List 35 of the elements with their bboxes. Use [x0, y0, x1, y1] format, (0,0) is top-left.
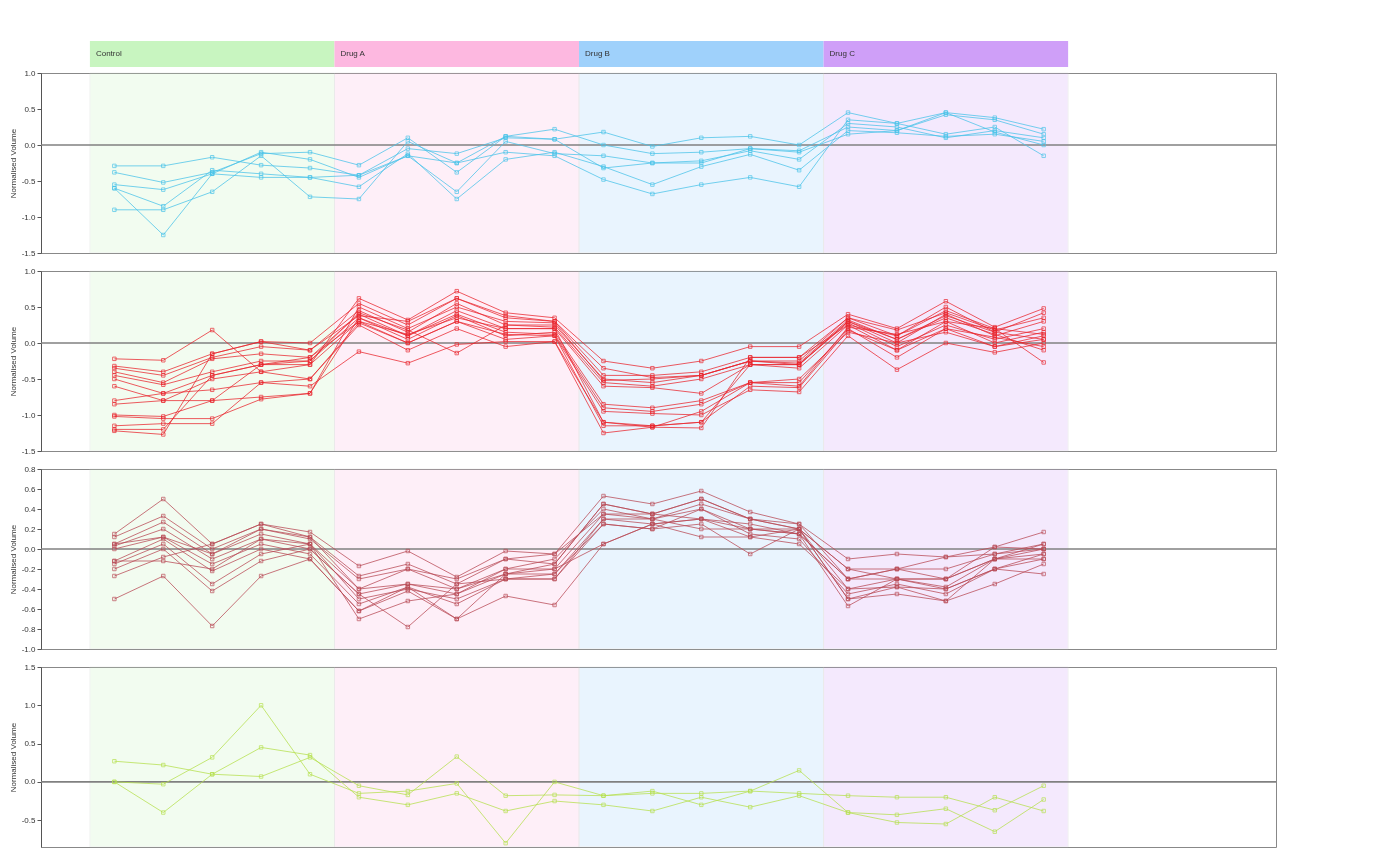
y-tick-label: 1.0 — [24, 68, 37, 78]
text: Control — [95, 49, 122, 58]
y-tick-label: 0.5 — [24, 104, 37, 114]
y-tick-label: 0.8 — [24, 464, 37, 474]
y-tick-label: -0.6 — [21, 604, 37, 614]
y-tick-label: 0.2 — [24, 524, 37, 534]
text: Drug C — [829, 49, 856, 58]
y-tick-label: 0.4 — [24, 504, 37, 514]
text: Drug A — [340, 49, 366, 58]
y-tick-label: 0.5 — [24, 302, 37, 312]
y-tick-label: -0.5 — [21, 374, 37, 384]
y-tick-label: -1.0 — [21, 410, 37, 420]
y-tick-label: -0.2 — [21, 564, 37, 574]
y-tick-label: -0.4 — [21, 584, 37, 594]
y-tick-label: -0.8 — [21, 624, 37, 634]
y-tick-label: 0.0 — [24, 544, 37, 554]
y-tick-label: 0.0 — [24, 777, 37, 787]
y-tick-label: -1.5 — [21, 446, 37, 456]
y-tick-label: -1.0 — [21, 212, 37, 222]
y-axis-title: Normalised Volume — [8, 326, 18, 397]
y-axis-title: Normalised Volume — [8, 128, 18, 199]
y-tick-label: 0.0 — [24, 338, 37, 348]
y-tick-label: 0.6 — [24, 484, 37, 494]
y-axis-title: Normalised Volume — [8, 524, 18, 595]
y-tick-label: -0.5 — [21, 176, 37, 186]
y-tick-label: 1.0 — [24, 700, 37, 710]
y-axis-title: Normalised Volume — [8, 722, 18, 793]
y-tick-label: -1.0 — [21, 644, 37, 654]
text: Drug B — [585, 49, 610, 58]
y-tick-label: 1.0 — [24, 266, 37, 276]
y-tick-label: 0.0 — [24, 140, 37, 150]
y-tick-label: 1.5 — [24, 662, 37, 672]
y-tick-label: -0.5 — [21, 815, 37, 825]
y-tick-label: 0.5 — [24, 739, 37, 749]
y-tick-label: -1.5 — [21, 248, 37, 258]
